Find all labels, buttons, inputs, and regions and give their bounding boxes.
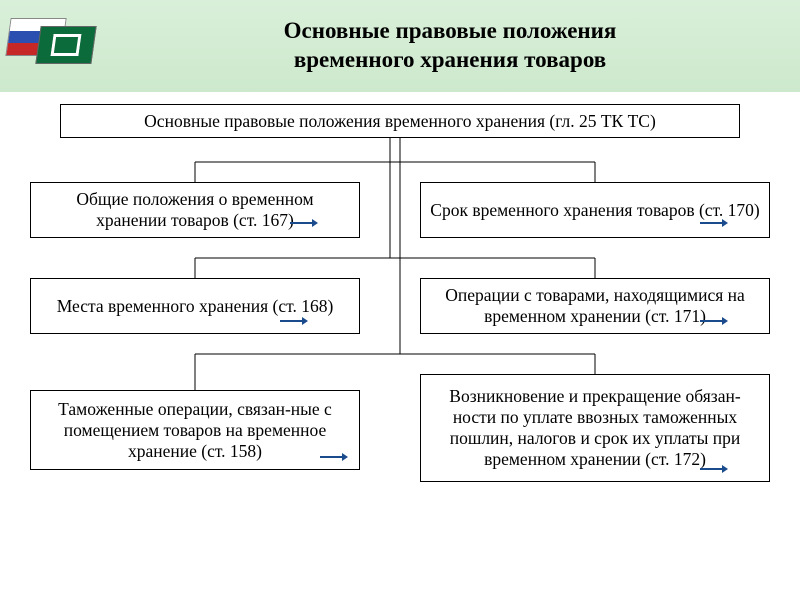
customs-flag-icon [35,26,96,64]
title-line-1: Основные правовые положения [284,18,617,43]
node-left3: Таможенные операции, связан-ные с помеще… [30,390,360,470]
diagram-area: Основные правовые положения временного х… [0,92,800,600]
page-title: Основные правовые положения временного х… [100,17,800,75]
title-line-2: временного хранения товаров [294,47,606,72]
node-right3: Возникновение и прекращение обязан-ности… [420,374,770,482]
connector-lines [0,92,800,600]
node-right2: Операции с товарами, находящимися на вре… [420,278,770,334]
node-root: Основные правовые положения временного х… [60,104,740,138]
header-flags [8,18,96,72]
node-left1: Общие положения о временном хранении тов… [30,182,360,238]
node-left2: Места временного хранения (ст. 168) [30,278,360,334]
header-band: Основные правовые положения временного х… [0,0,800,92]
node-right1: Срок временного хранения товаров (ст. 17… [420,182,770,238]
